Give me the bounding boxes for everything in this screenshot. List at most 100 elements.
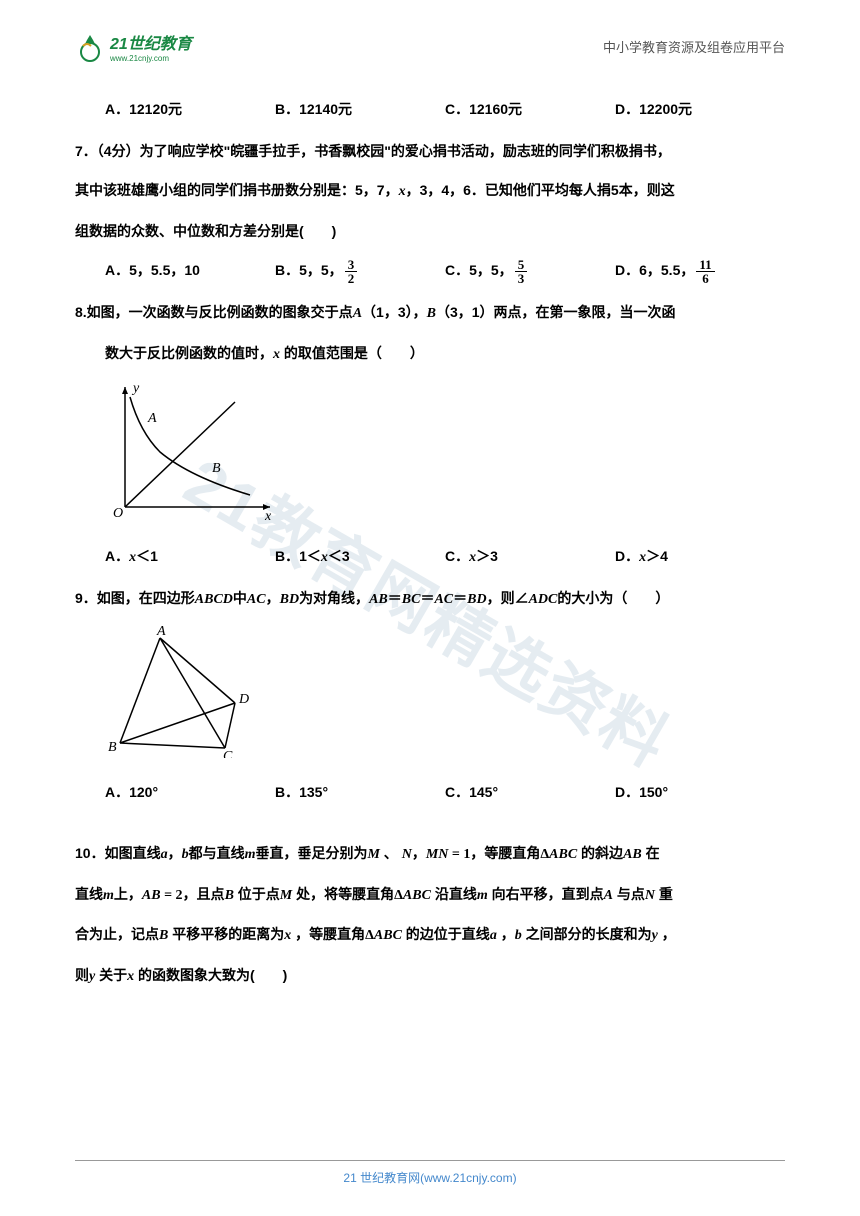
d: Δ [394,888,403,903]
q7-opt-b-frac: 32 [345,258,358,285]
frac-num: 11 [696,258,714,272]
m3: 垂直，垂足分别为 [255,845,367,861]
q9-options: A．120° B．135° C．145° D．150° [105,776,785,810]
B: B [225,888,234,903]
ab: AB [623,847,642,862]
m6: 向右平移，直到点 [488,886,604,902]
m2: 为对角线， [299,590,369,606]
content-body: A．12120元 B．12140元 C．12160元 D．12200元 7．（4… [75,93,785,994]
m1: 上， [114,886,142,902]
q7-line2: 其中该班雄鹰小组的同学们捐书册数分别是：5，7，x，3，4，6．已知他们平均每人… [75,174,785,209]
frac-num: 5 [515,258,528,272]
q8-opt-b: B．1＜x＜3 [275,540,445,575]
post: ， [658,926,676,942]
page-footer: 21 世纪教育网(www.21cnjy.com) [75,1160,785,1186]
q8-l1-m2: （3，1）两点，在第一象限，当一次函 [436,304,676,320]
q7-line2-post: ，3，4，6．已知他们平均每人捐5本，则这 [406,182,675,198]
post: 在 [642,845,660,861]
q7-opt-c-pre: C．5，5， [445,262,513,278]
q10-line4: 则y 关于x 的函数图象大致为( ) [75,959,785,994]
ab: AB [142,888,161,903]
pre: 则 [75,967,89,983]
eq: = 1 [448,847,470,862]
eq3: ＝ [453,590,467,606]
q10-line3: 合为止，记点B 平移平移的距离为x ，等腰直角ΔABC 的边位于直线a ，b 之… [75,918,785,953]
page-header: 21世纪教育 www.21cnjy.com 中小学教育资源及组卷应用平台 [75,30,785,63]
post: 的大小为（ ） [557,590,669,606]
x: x [321,550,328,565]
q8-l1-m1: （1，3）， [362,304,427,320]
q8-opt-c: C．x＞3 [445,540,615,575]
pre: A． [105,548,129,564]
post: ＜1 [136,548,158,564]
svg-text:B: B [212,461,221,476]
q8-line1: 8.如图，一次函数与反比例函数的图象交于点A（1，3），B（3，1）两点，在第一… [75,296,785,331]
m2: ，且点 [183,886,225,902]
ab: AB [369,592,388,607]
m6: 的斜边 [577,845,623,861]
post: ＞4 [646,548,668,564]
c1: ， [412,845,426,861]
q8-opt-d: D．x＞4 [615,540,785,575]
M: M [280,888,292,903]
logo-text: 21世纪教育 www.21cnjy.com [110,30,192,63]
q9-opt-c: C．145° [445,776,615,810]
svg-text:A: A [147,411,157,426]
q7-opt-c-frac: 53 [515,258,528,285]
m3: 位于点 [234,886,280,902]
q9-opt-d: D．150° [615,776,785,810]
m: m [103,888,114,903]
q9-opt-b: B．135° [275,776,445,810]
q7-opt-b-pre: B．5，5， [275,262,343,278]
q7-opt-c: C．5，5，53 [445,254,615,288]
m2: m [477,888,488,903]
a: a [490,928,497,943]
q8-options: A． x ＜1 B．1＜x＜3 C．x＞3 D．x＞4 [105,540,785,575]
logo-sub-text: www.21cnjy.com [110,54,192,63]
m4: ， [497,926,515,942]
abc: ABC [549,847,577,862]
m3: 的边位于直线 [402,926,490,942]
ac: AC [247,592,266,607]
post: ＞3 [476,548,498,564]
q8-l2-pre: 数大于反比例函数的值时， [105,345,273,361]
m1: 平移平移的距离为 [168,926,284,942]
header-right-text: 中小学教育资源及组卷应用平台 [603,37,785,56]
frac-den: 6 [696,272,714,285]
a: a [161,847,168,862]
m2: 都与直线 [189,845,245,861]
pre: C． [445,548,469,564]
m7: 与点 [613,886,645,902]
q8-l2-post: 的取值范围是（ ） [280,345,424,361]
q8-x: x [273,347,280,362]
m2: ，等腰直角 [291,926,365,942]
q7-opt-d-pre: D．6，5.5， [615,262,694,278]
N: N [645,888,655,903]
q10-line2: 直线m上，AB = 2，且点B 位于点M 处，将等腰直角ΔABC 沿直线m 向右… [75,878,785,913]
bd: BD [280,592,299,607]
bd2: BD [467,592,486,607]
m3: ，则∠ [487,590,529,606]
pre: B．1＜ [275,548,321,564]
logo-main-text: 21世纪教育 [110,30,192,54]
b: b [515,928,522,943]
d: Δ [540,847,549,862]
post: ＜3 [328,548,350,564]
q7-opt-d: D．6，5.5，116 [615,254,785,288]
logo-icon [75,32,105,62]
svg-text:B: B [108,740,117,755]
spacer [75,817,785,837]
q6-opt-d: D．12200元 [615,93,785,127]
q8-B: B [427,306,436,321]
q7-x: x [399,184,406,199]
post: 的函数图象大致为( ) [134,967,287,983]
abc: ABC [403,888,431,903]
M: M [367,847,379,862]
eq2: ＝ [420,590,434,606]
m5: 沿直线 [431,886,477,902]
m1: ， [168,845,182,861]
q6-options: A．12120元 B．12140元 C．12160元 D．12200元 [105,93,785,127]
q8-A: A [353,306,362,321]
frac-den: 3 [515,272,528,285]
pre: 9．如图，在四边形 [75,590,195,606]
